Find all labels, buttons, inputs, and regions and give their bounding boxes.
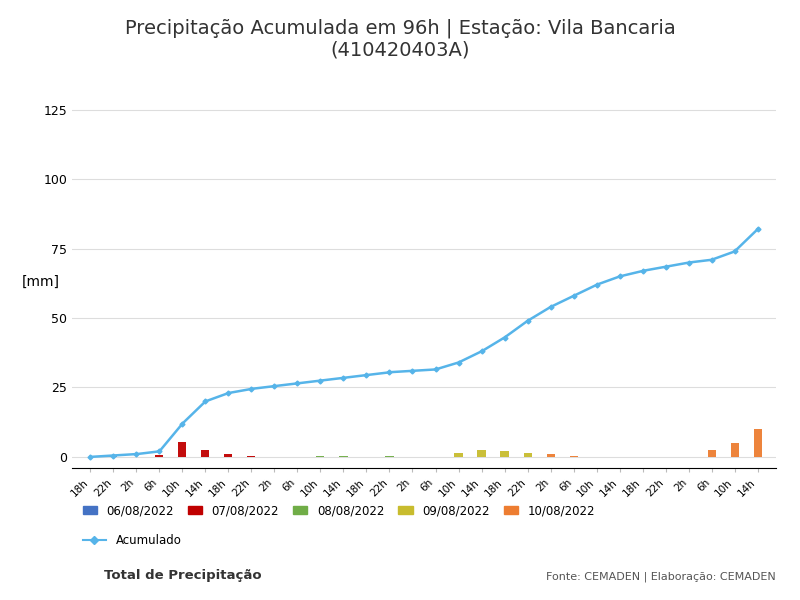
Bar [339,456,347,457]
Bar [523,453,531,457]
Legend: 06/08/2022, 07/08/2022, 08/08/2022, 09/08/2022, 10/08/2022: 06/08/2022, 07/08/2022, 08/08/2022, 09/0… [78,500,599,522]
Bar [730,443,738,457]
Text: Precipitação Acumulada em 96h | Estação: Vila Bancaria
(410420403A): Precipitação Acumulada em 96h | Estação:… [125,19,675,60]
Bar [707,450,716,457]
Bar [454,453,462,457]
Bar [225,454,233,457]
Bar [478,450,486,457]
Bar [155,455,163,457]
Bar [386,455,394,457]
Y-axis label: [mm]: [mm] [22,275,59,289]
Bar [570,455,578,457]
Bar [247,455,255,457]
Bar [317,456,325,457]
Text: Total de Precipitação: Total de Precipitação [104,569,262,582]
Text: Fonte: CEMADEN | Elaboração: CEMADEN: Fonte: CEMADEN | Elaboração: CEMADEN [546,571,776,582]
Legend: Acumulado: Acumulado [78,530,186,552]
Bar [754,429,762,457]
Bar [110,455,118,457]
Bar [501,451,509,457]
Bar [178,442,186,457]
Bar [202,450,210,457]
Bar [546,454,554,457]
